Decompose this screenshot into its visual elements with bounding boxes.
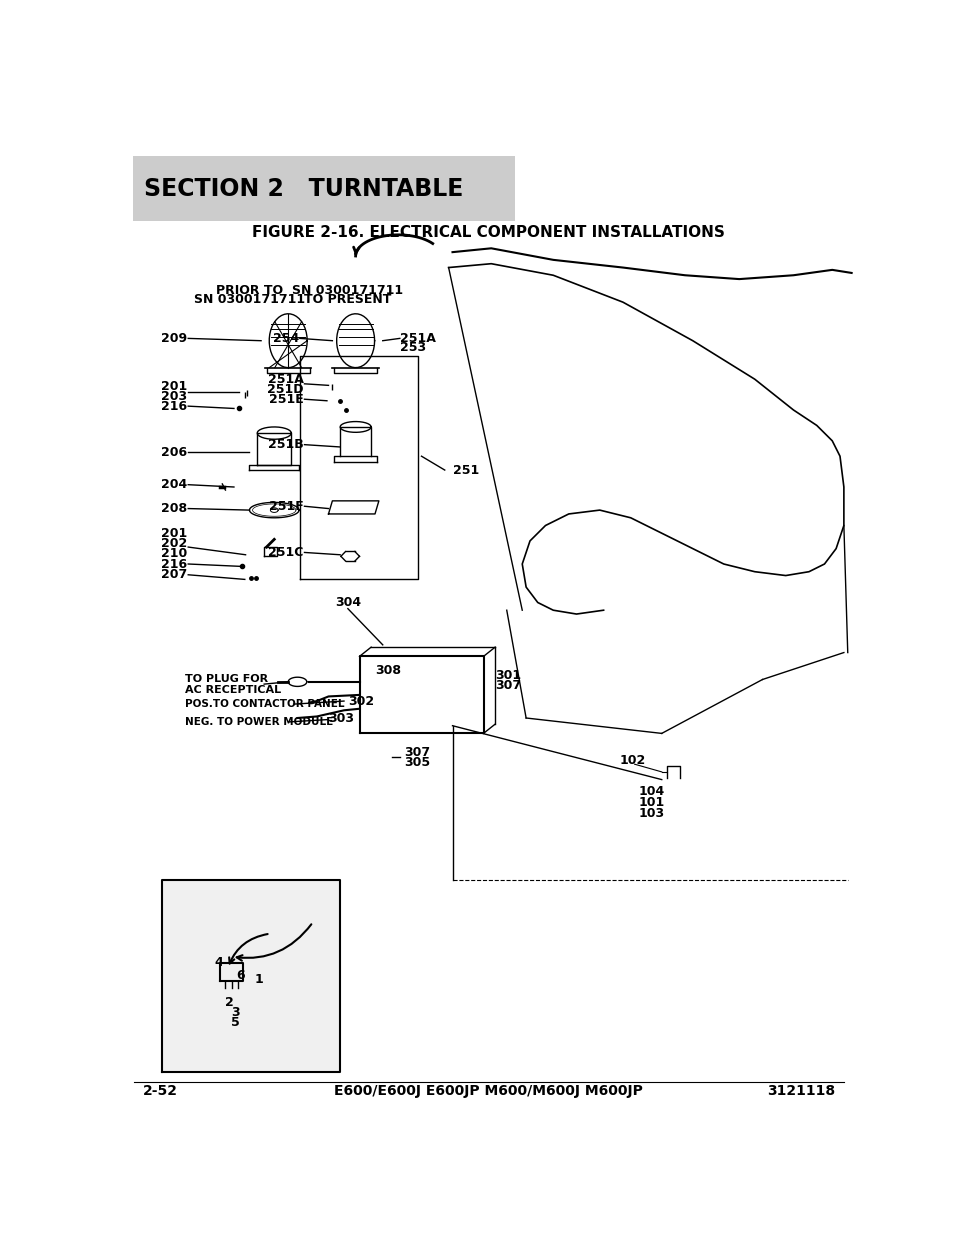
Text: 308: 308 (375, 663, 400, 677)
Text: 303: 303 (328, 711, 355, 725)
Text: 302: 302 (348, 694, 374, 708)
Text: E600/E600J E600JP M600/M600J M600JP: E600/E600J E600JP M600/M600J M600JP (335, 1083, 642, 1098)
Text: 209: 209 (161, 332, 187, 345)
Text: POS.TO CONTACTOR PANEL: POS.TO CONTACTOR PANEL (185, 699, 344, 709)
Text: SN 0300171711: SN 0300171711 (193, 294, 305, 306)
Text: 216: 216 (161, 400, 187, 412)
Text: 251: 251 (452, 463, 478, 477)
Text: 1: 1 (254, 972, 263, 986)
Text: SN 0300171711: SN 0300171711 (292, 284, 403, 298)
Text: NEG. TO POWER MODULE: NEG. TO POWER MODULE (185, 716, 333, 727)
Text: 101: 101 (638, 795, 664, 809)
Text: 254: 254 (273, 332, 298, 345)
Text: 208: 208 (161, 503, 187, 515)
Text: 253: 253 (399, 341, 425, 354)
Text: 251C: 251C (268, 546, 303, 559)
Text: 251F: 251F (269, 500, 303, 513)
Text: 251D: 251D (267, 383, 303, 395)
Text: 305: 305 (404, 756, 430, 769)
Text: 202: 202 (161, 537, 187, 550)
Text: 201: 201 (161, 380, 187, 394)
Text: 3: 3 (231, 1007, 239, 1019)
Text: PRIOR TO: PRIOR TO (215, 284, 283, 298)
Text: 210: 210 (161, 547, 187, 559)
Text: 5: 5 (231, 1016, 239, 1030)
Text: 251A: 251A (399, 332, 436, 345)
Bar (133, 156, 514, 221)
Text: 203: 203 (161, 390, 187, 404)
Text: 251A: 251A (268, 373, 303, 385)
Text: 4: 4 (214, 956, 223, 968)
Text: 307: 307 (495, 679, 520, 692)
Text: 304: 304 (335, 597, 360, 609)
Text: 2-52: 2-52 (142, 1083, 177, 1098)
Text: 6: 6 (236, 969, 245, 983)
Text: 3121118: 3121118 (766, 1083, 835, 1098)
Text: FIGURE 2-16. ELECTRICAL COMPONENT INSTALLATIONS: FIGURE 2-16. ELECTRICAL COMPONENT INSTAL… (253, 225, 724, 240)
Text: 301: 301 (495, 669, 520, 682)
Text: 307: 307 (404, 746, 430, 760)
Text: SECTION 2   TURNTABLE: SECTION 2 TURNTABLE (144, 177, 463, 200)
Text: 104: 104 (638, 785, 664, 798)
Text: TO PLUG FOR: TO PLUG FOR (185, 674, 268, 684)
Text: TO PRESENT: TO PRESENT (304, 294, 391, 306)
Bar (162, 879, 340, 1072)
Text: 102: 102 (618, 755, 644, 767)
Text: 251B: 251B (268, 438, 303, 451)
Text: 207: 207 (161, 568, 187, 582)
Text: 2: 2 (225, 997, 233, 1009)
Text: 251E: 251E (269, 393, 303, 406)
Text: 216: 216 (161, 557, 187, 571)
Text: 103: 103 (638, 806, 664, 820)
Text: 201: 201 (161, 526, 187, 540)
Text: 206: 206 (161, 446, 187, 459)
Text: AC RECEPTICAL: AC RECEPTICAL (185, 684, 281, 694)
Text: 204: 204 (161, 478, 187, 492)
